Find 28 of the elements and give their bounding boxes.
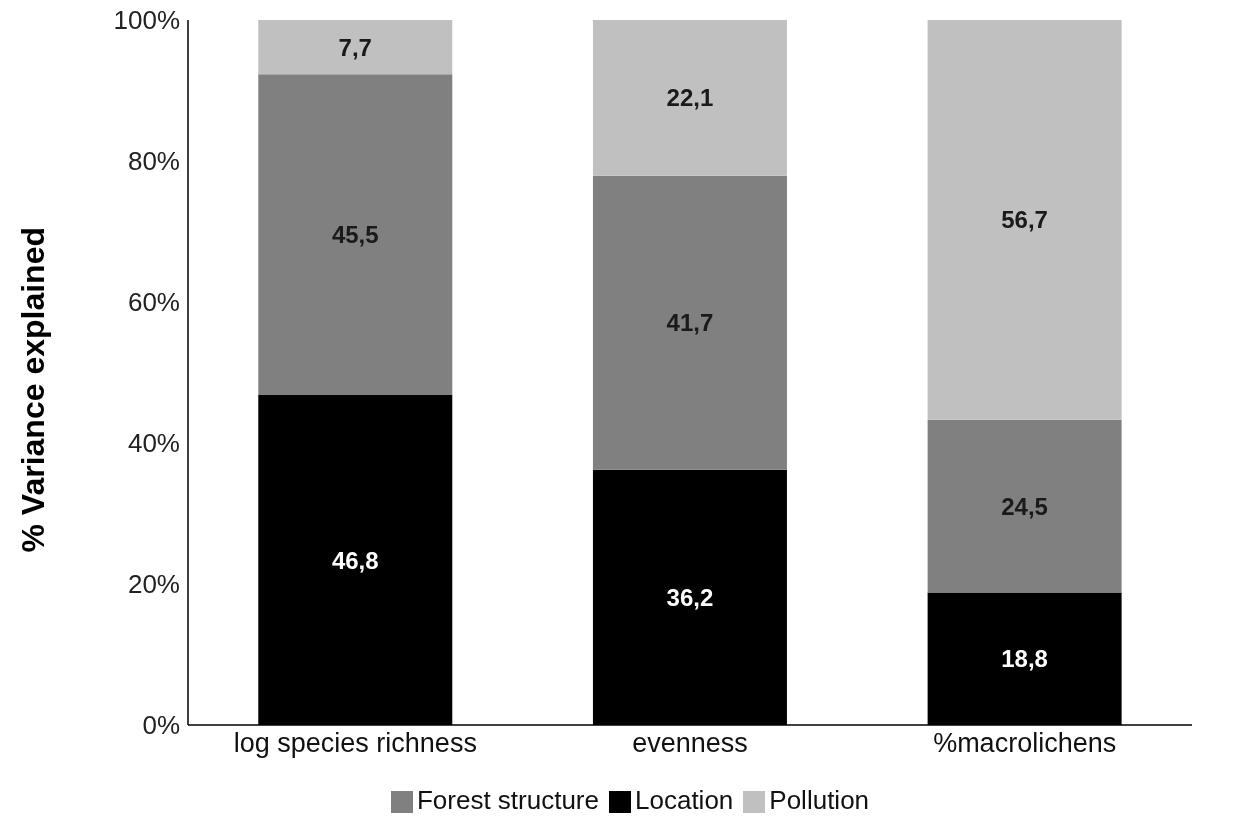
y-tick-label: 20% [127,569,180,600]
data-label: 41,7 [666,309,714,337]
data-label: 7,7 [338,33,372,61]
data-label: 56,7 [1001,206,1048,234]
bar [927,419,1122,593]
y-tick-label: 100% [113,5,180,36]
bar [258,20,453,75]
y-tick-label: 60% [127,287,180,318]
legend-label: Location [635,785,734,815]
y-tick-label: 40% [127,428,180,459]
legend-label: Forest structure [416,785,599,815]
data-label: 45,5 [331,221,379,249]
bar [592,20,787,176]
y-tick-label: 0% [142,710,180,741]
data-label: 22,1 [666,84,714,112]
bar [927,20,1122,420]
x-tick-label: evenness [632,728,748,759]
y-tick-label: 80% [127,146,180,177]
data-label: 46,8 [331,546,379,574]
data-label: 18,8 [1001,645,1048,673]
bar [258,74,453,396]
bar [592,175,787,470]
x-tick-label: %macrolichens [933,728,1117,759]
data-label: 24,5 [1001,492,1048,520]
legend-label: Pollution [769,785,870,815]
data-label: 36,2 [666,583,714,611]
y-axis-title: % Variance explained [15,227,52,553]
x-tick-label: log species richness [233,728,477,759]
